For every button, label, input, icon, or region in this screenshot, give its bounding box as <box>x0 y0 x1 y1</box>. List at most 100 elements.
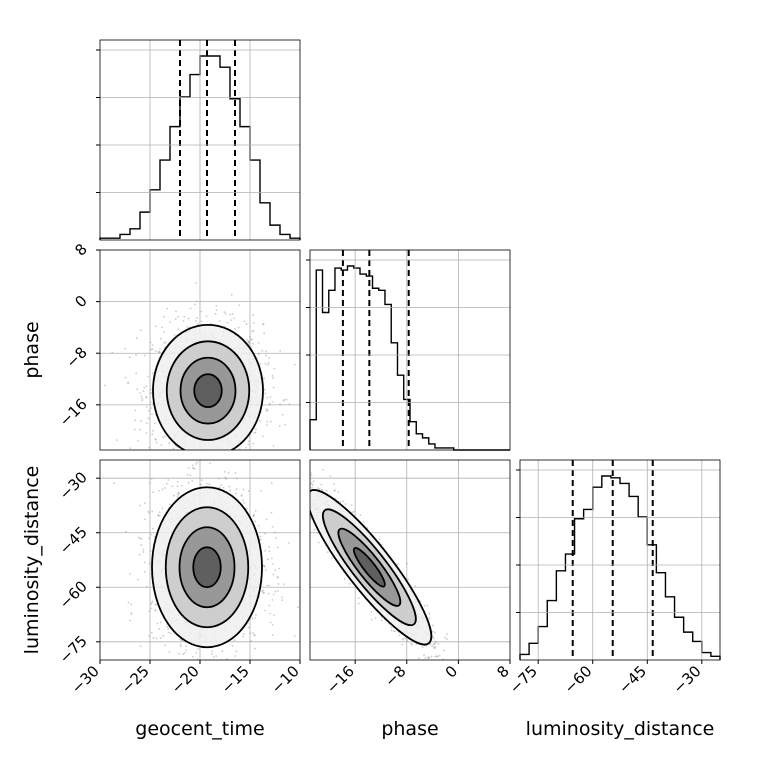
sample-point <box>238 304 241 307</box>
sample-point <box>152 429 154 432</box>
sample-point <box>266 421 269 423</box>
scatter-panel-geocent_time-luminosity_distance <box>100 460 300 667</box>
sample-point <box>351 511 354 514</box>
sample-point <box>270 482 273 485</box>
sample-point <box>201 479 203 482</box>
sample-point <box>136 388 139 391</box>
sample-point <box>362 520 365 523</box>
sample-point <box>165 662 167 664</box>
sample-point <box>370 618 373 621</box>
sample-point <box>171 485 174 488</box>
sample-point <box>124 376 127 379</box>
sample-point <box>282 400 285 402</box>
sample-point <box>248 343 251 345</box>
sample-point <box>432 637 435 640</box>
sample-point <box>143 502 146 505</box>
sample-point <box>148 512 150 514</box>
sample-point <box>156 622 159 625</box>
sample-point <box>296 492 298 494</box>
sample-point <box>430 666 432 668</box>
sample-point <box>254 520 257 523</box>
sample-point <box>401 643 404 646</box>
sample-point <box>312 480 315 483</box>
sample-point <box>266 424 268 426</box>
sample-point <box>271 557 273 560</box>
sample-point <box>158 489 160 492</box>
sample-point <box>208 462 211 464</box>
sample-point <box>149 401 152 404</box>
sample-point <box>189 307 192 310</box>
sample-point <box>238 472 240 474</box>
sample-point <box>198 451 200 453</box>
sample-point <box>263 332 266 335</box>
sample-point <box>234 655 237 657</box>
sample-point <box>196 461 199 464</box>
sample-point <box>214 665 216 667</box>
sample-point <box>148 635 151 637</box>
sample-point <box>318 487 321 490</box>
sample-point <box>207 468 209 470</box>
sample-point <box>293 635 296 638</box>
sample-point <box>444 636 446 639</box>
sample-point <box>264 362 267 365</box>
sample-point <box>243 320 246 323</box>
sample-point <box>282 455 284 457</box>
sample-point <box>218 486 221 489</box>
sample-point <box>243 501 246 504</box>
sample-point <box>187 317 190 320</box>
sample-point <box>245 338 248 341</box>
sample-point <box>223 311 226 314</box>
sample-point <box>154 609 157 611</box>
sample-point <box>135 354 137 356</box>
sample-point <box>182 653 185 656</box>
sample-point <box>260 538 262 541</box>
sample-point <box>160 637 162 640</box>
sample-point <box>155 441 158 444</box>
sample-point <box>139 645 142 648</box>
sample-point <box>139 537 141 540</box>
sample-point <box>158 350 161 353</box>
sample-point <box>271 400 274 403</box>
sample-point <box>264 392 267 395</box>
sample-point <box>147 417 150 420</box>
sample-point <box>288 542 290 544</box>
sample-point <box>302 512 304 514</box>
sample-point <box>271 624 274 626</box>
sample-point <box>262 589 265 592</box>
sample-point <box>326 551 329 554</box>
sample-point <box>259 490 262 492</box>
sample-point <box>177 461 179 463</box>
sample-point <box>236 477 238 480</box>
sample-point <box>269 420 272 423</box>
sample-point <box>170 660 172 662</box>
sample-point <box>212 656 215 659</box>
sample-point <box>176 496 179 498</box>
sample-point <box>263 388 266 391</box>
sample-point <box>187 467 190 469</box>
sample-point <box>197 648 200 651</box>
sample-point <box>274 441 276 443</box>
sample-point <box>380 619 383 622</box>
sample-point <box>250 346 253 348</box>
sample-point <box>229 313 232 316</box>
sample-point <box>145 585 148 588</box>
sample-point <box>429 643 432 645</box>
sample-point <box>281 599 284 602</box>
sample-point <box>265 350 267 353</box>
sample-point <box>247 490 250 493</box>
sample-point <box>205 315 208 318</box>
sample-point <box>154 603 157 606</box>
sample-point <box>424 656 427 659</box>
sample-point <box>434 668 436 670</box>
sample-point <box>220 661 222 663</box>
sample-point <box>311 483 314 486</box>
sample-point <box>423 604 426 607</box>
sample-point <box>139 329 142 332</box>
sample-point <box>322 469 324 471</box>
sample-point <box>274 537 277 539</box>
sample-point <box>139 392 141 394</box>
sample-point <box>129 619 132 622</box>
sample-point <box>126 382 129 384</box>
sample-point <box>211 466 213 468</box>
sample-point <box>155 637 158 640</box>
